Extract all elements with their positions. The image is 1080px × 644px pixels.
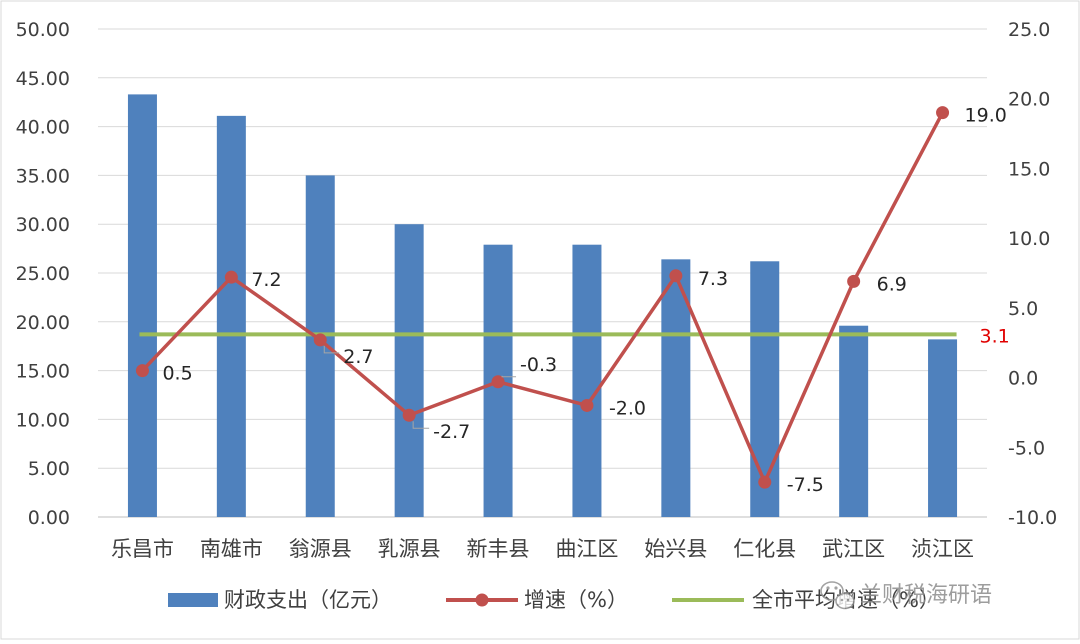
legend-bar-label: 财政支出（亿元）: [224, 588, 392, 612]
legend-growth-marker: [475, 593, 489, 607]
x-category-label: 新丰县: [467, 537, 530, 561]
average-line-label: 3.1: [980, 325, 1010, 347]
x-category-label: 仁化县: [733, 537, 796, 561]
bar: [216, 115, 246, 517]
growth-point: [224, 270, 238, 284]
y-right-tick-label: -10.0: [1008, 507, 1057, 529]
label-leader-line: [501, 375, 517, 378]
category-axis-labels: 乐昌市 南雄市 翁源县 乳源县 新丰县 曲江区 始兴县 仁化县 武江区 浈江区: [111, 537, 974, 561]
y-left-tick-label: 45.00: [16, 68, 70, 90]
growth-point: [936, 106, 950, 120]
growth-data-label: -7.5: [787, 474, 824, 496]
watermark-text: 兰财税海研语: [860, 583, 992, 608]
bar: [839, 325, 869, 517]
growth-data-label: 19.0: [965, 105, 1007, 127]
y-left-tick-label: 15.00: [16, 361, 70, 383]
x-category-label: 武江区: [822, 537, 885, 561]
watermark: 兰财税海研语: [820, 581, 992, 610]
x-category-label: 始兴县: [644, 537, 707, 561]
y-left-tick-label: 25.00: [16, 263, 70, 285]
bar: [127, 94, 157, 517]
growth-line: [141, 111, 945, 484]
legend: 财政支出（亿元）增速（%）全市平均增速（%）: [168, 588, 940, 612]
growth-data-label: 6.9: [877, 273, 907, 295]
growth-point: [580, 398, 594, 412]
y-right-tick-label: 0.0: [1008, 368, 1038, 390]
growth-point: [847, 274, 861, 288]
x-category-label: 乳源县: [378, 537, 441, 561]
growth-data-label: 2.7: [343, 346, 373, 368]
y-right-tick-label: 5.0: [1008, 298, 1038, 320]
wechat-icon: [820, 581, 855, 610]
growth-data-label: -0.3: [520, 354, 557, 376]
label-leader-line: [323, 345, 340, 354]
growth-data-label: 7.3: [698, 268, 728, 290]
y-left-tick-label: 10.00: [16, 409, 70, 431]
x-category-label: 浈江区: [911, 537, 974, 561]
growth-data-label: 0.5: [162, 363, 192, 385]
y-left-tick-label: 5.00: [28, 458, 70, 480]
growth-line-series: [135, 106, 950, 489]
y-left-tick-label: 40.00: [16, 117, 70, 139]
y-left-tick-label: 30.00: [16, 214, 70, 236]
x-category-label: 乐昌市: [111, 537, 174, 561]
y-left-tick-label: 0.00: [28, 507, 70, 529]
right-axis-ticks: -10.0 -5.0 0.0 5.0 10.0 15.0 20.0 25.0: [1008, 19, 1057, 529]
x-category-label: 曲江区: [555, 537, 618, 561]
growth-data-label: -2.7: [433, 421, 470, 443]
label-leader-line: [412, 421, 430, 429]
bar: [750, 261, 780, 517]
bar: [394, 224, 424, 517]
bar: [928, 339, 958, 517]
y-left-tick-label: 20.00: [16, 312, 70, 334]
y-right-tick-label: 25.0: [1008, 19, 1050, 41]
legend-bar-swatch: [168, 593, 218, 607]
gridlines: [98, 28, 987, 518]
average-line-series: 3.1: [139, 325, 1010, 347]
growth-data-label: -2.0: [609, 397, 646, 419]
data-labels: 0.5 7.2 2.7 -2.7 -0.3 -2.0 7.3 -7.5 6.9 19.0: [162, 105, 1006, 496]
y-left-tick-label: 50.00: [16, 19, 70, 41]
x-category-label: 南雄市: [200, 537, 263, 561]
bar: [572, 244, 602, 518]
y-right-tick-label: 20.0: [1008, 89, 1050, 111]
growth-data-label: 7.2: [251, 269, 281, 291]
growth-point: [669, 269, 683, 283]
left-axis-ticks: 0.00 5.00 10.00 15.00 20.00 25.00 30.00 35.00 40…: [16, 19, 70, 529]
growth-point: [402, 408, 416, 422]
growth-point: [491, 375, 505, 389]
y-right-tick-label: -5.0: [1008, 437, 1045, 459]
y-right-tick-label: 15.0: [1008, 158, 1050, 180]
y-left-tick-label: 35.00: [16, 165, 70, 187]
x-category-label: 翁源县: [289, 537, 352, 561]
growth-point: [135, 364, 149, 378]
legend-growth-label: 增速（%）: [524, 588, 628, 612]
y-right-tick-label: 10.0: [1008, 228, 1050, 250]
growth-point: [313, 333, 327, 347]
growth-point: [758, 475, 772, 489]
